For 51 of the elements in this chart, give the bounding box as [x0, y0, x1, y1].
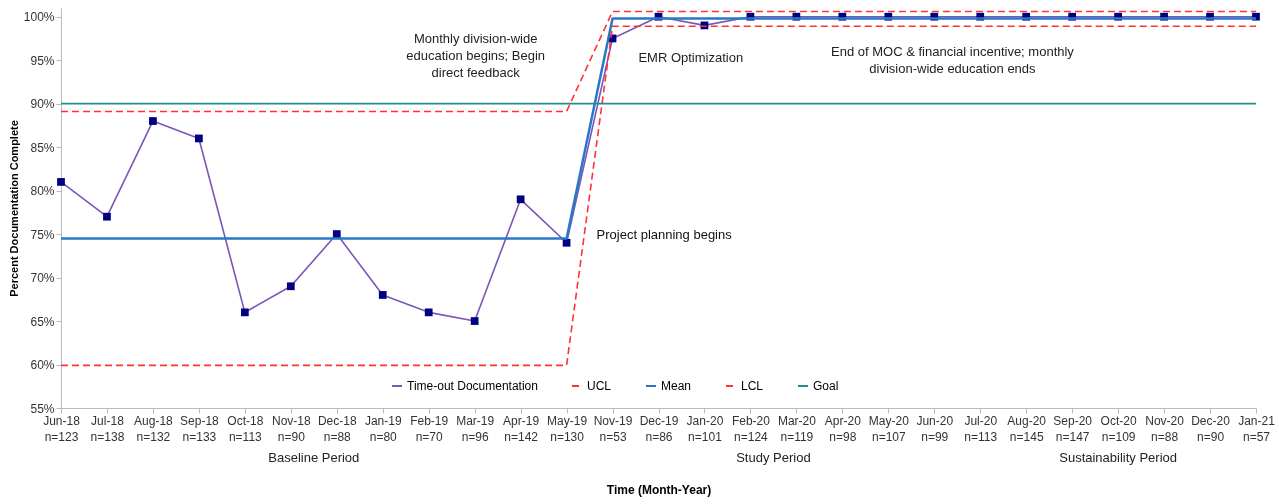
- x-tick-label: Oct-18 n=113: [227, 413, 264, 444]
- legend-label: UCL: [587, 379, 612, 393]
- annotation: Project planning begins: [596, 226, 733, 242]
- annotation: EMR Optimization: [638, 50, 744, 66]
- text: Sustainability Period: [1059, 450, 1178, 465]
- text: Study Period: [736, 450, 811, 465]
- x-tick-label: Jan-21 n=57: [1238, 413, 1276, 444]
- x-tick-label: Jul-20 n=113: [964, 413, 998, 444]
- x-tick-label: Sep-20 n=147: [1053, 413, 1093, 444]
- y-tick-label: 70%: [30, 271, 55, 286]
- x-tick-label: Oct-20 n=109: [1100, 413, 1137, 444]
- x-axis-title: Time (Month-Year): [606, 482, 712, 497]
- y-tick-label: 75%: [30, 227, 55, 242]
- x-tick-label: Aug-20 n=145: [1007, 413, 1047, 444]
- x-tick-label: Nov-19 n=53: [593, 413, 633, 444]
- x-tick-label: Apr-20 n=98: [824, 413, 862, 444]
- legend-label: Goal: [813, 379, 839, 393]
- x-tick-label: Nov-18 n=90: [271, 413, 311, 444]
- legend-label: LCL: [741, 379, 764, 393]
- x-tick-label: Jun-18 n=123: [43, 413, 81, 444]
- x-tick-label: Jun-20 n=99: [916, 413, 954, 444]
- x-tick-label: Dec-19 n=86: [639, 413, 679, 444]
- x-tick-label: Mar-19 n=96: [456, 413, 495, 444]
- y-tick-label: 95%: [30, 53, 55, 68]
- x-tick-label: Jul-18 n=138: [90, 413, 125, 444]
- x-tick-label: Dec-20 n=90: [1191, 413, 1231, 444]
- x-tick-label: Apr-19 n=142: [503, 413, 540, 444]
- y-axis-title: Percent Documentation Complete: [7, 120, 20, 297]
- y-tick-label: 90%: [30, 97, 55, 112]
- legend-label: Time-out Documentation: [407, 379, 538, 393]
- x-tick-label: Feb-19 n=70: [410, 413, 449, 444]
- y-tick-label: 80%: [30, 184, 55, 199]
- legend-label: Mean: [661, 379, 692, 393]
- x-tick-label: May-19 n=130: [547, 413, 588, 444]
- x-tick-label: Nov-20 n=88: [1145, 413, 1185, 444]
- x-tick-label: May-20 n=107: [868, 413, 910, 444]
- y-tick-label: 60%: [30, 358, 55, 373]
- x-tick-label: Sep-18 n=133: [180, 413, 220, 444]
- text: Baseline Period: [268, 450, 360, 465]
- y-tick-label: 65%: [30, 314, 55, 329]
- y-tick-label: 85%: [30, 140, 55, 155]
- x-tick-label: Mar-20 n=119: [777, 413, 817, 444]
- x-tick-label: Jan-20 n=101: [686, 413, 724, 444]
- y-tick-label: 55%: [30, 401, 55, 416]
- x-tick-label: Jan-19 n=80: [364, 413, 402, 444]
- x-tick-label: Dec-18 n=88: [317, 413, 357, 444]
- y-tick-label: 100%: [23, 10, 55, 25]
- x-tick-label: Feb-20 n=124: [731, 413, 771, 444]
- annotation: End of MOC & financial incentive; monthly division-wide education ends: [831, 43, 1075, 76]
- annotation: Monthly division-wide education begins; Begin direct feedback: [406, 30, 546, 80]
- x-tick-label: Aug-18 n=132: [134, 413, 174, 444]
